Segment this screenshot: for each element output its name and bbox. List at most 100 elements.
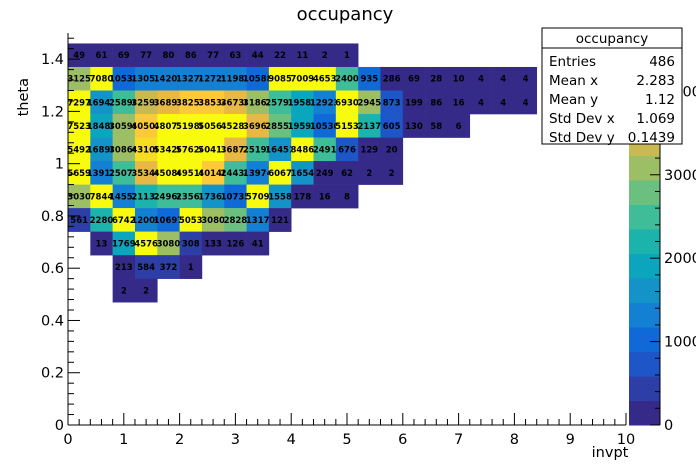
heatmap-cell <box>201 184 225 209</box>
heatmap-cell <box>90 90 113 115</box>
heatmap-cell <box>157 208 180 232</box>
cell-label: 11988 <box>221 75 251 85</box>
heatmap-cell <box>246 114 270 138</box>
heatmap-cell <box>246 137 270 162</box>
heatmap-cell <box>134 184 158 209</box>
palette-tick-label: 3000 <box>664 168 696 184</box>
cell-label: 12000 <box>131 216 161 226</box>
heatmap-cell <box>402 66 426 91</box>
heatmap-cell <box>157 255 180 279</box>
heatmap-cell <box>335 114 359 138</box>
heatmap-cell <box>291 114 314 138</box>
cell-label: 12923 <box>310 98 340 108</box>
cell-label: 3030 <box>67 192 91 202</box>
cell-label: 41 <box>252 239 264 249</box>
heatmap-cell <box>224 208 247 232</box>
heatmap-cell <box>134 161 158 185</box>
cell-label: 7844 <box>90 192 114 202</box>
cell-label: 38253 <box>176 98 206 108</box>
heatmap-cell <box>313 137 337 162</box>
heatmap-cell <box>179 90 203 115</box>
y-tick-label: 1 <box>55 157 64 173</box>
cell-label: 3080 <box>201 216 225 226</box>
heatmap-cells: 49 61 69 77 80 86 77 63 44 22 11 2 13125708010538130… <box>67 43 538 303</box>
cell-label: 1 <box>344 51 350 61</box>
heatmap-cell <box>268 208 292 232</box>
cell-label: 19581 <box>288 98 318 108</box>
y-tick-label: 1.4 <box>41 52 64 68</box>
cell-label: 17362 <box>198 192 228 202</box>
cell-label: 40146 <box>198 169 228 179</box>
heatmap-cell <box>157 66 180 91</box>
palette-tick-label: 2000 <box>664 251 696 267</box>
cell-label: 24964 <box>154 192 184 202</box>
cell-label: 11 <box>296 51 308 61</box>
heatmap-cell <box>246 43 270 68</box>
cell-label: 213 <box>115 263 133 273</box>
cell-label: 45283 <box>221 122 251 132</box>
stats-row-label: Mean y <box>549 92 598 108</box>
heatmap-cell <box>268 161 292 185</box>
heatmap-cell <box>313 114 337 138</box>
cell-label: 4 <box>478 98 484 108</box>
heatmap-cell <box>358 137 381 162</box>
heatmap-cell <box>134 231 158 256</box>
heatmap-cell <box>313 161 337 185</box>
heatmap-cell <box>201 66 225 91</box>
cell-label: 35344 <box>131 169 161 179</box>
cell-label: 4576 <box>134 239 158 249</box>
heatmap-cell <box>134 255 158 279</box>
cell-label: 16 <box>453 98 465 108</box>
cell-label: 16898 <box>87 145 117 155</box>
stats-row-value: 0.1439 <box>628 130 675 146</box>
heatmap-cell <box>335 43 359 68</box>
cell-label: 5492 <box>67 145 91 155</box>
palette-swatch <box>629 278 660 303</box>
cell-label: 80 <box>163 51 175 61</box>
heatmap-cell <box>358 66 381 91</box>
heatmap-cell <box>380 161 404 185</box>
stats-row-value: 2.283 <box>636 73 675 89</box>
heatmap-cell <box>224 184 247 209</box>
cell-label: 16947 <box>87 98 117 108</box>
axes: 0 1 2 3 4 5 6 7 8 9 10 0 0.2 0.4 0.6 0.8 1 1.2 1.4 <box>41 33 635 448</box>
heatmap-cell <box>179 114 203 138</box>
heatmap-cell <box>112 137 136 162</box>
stats-row-value: 486 <box>649 54 675 70</box>
heatmap-cell <box>358 90 381 115</box>
cell-label: 7297 <box>67 98 91 108</box>
cell-label: 10 <box>453 75 465 85</box>
heatmap-cell <box>157 43 180 68</box>
cell-label: 14207 <box>154 75 184 85</box>
cell-label: 1558 <box>268 192 292 202</box>
heatmap-cell <box>313 43 337 68</box>
cell-label: 133 <box>204 239 222 249</box>
cell-label: 32592 <box>131 98 161 108</box>
cell-label: 121 <box>271 216 289 226</box>
heatmap-cell <box>157 114 180 138</box>
heatmap-cell <box>201 90 225 115</box>
stats-row-label: Std Dev x <box>549 111 615 127</box>
cell-label: 4 <box>523 75 529 85</box>
cell-label: 18486 <box>87 122 117 132</box>
heatmap-cell <box>157 90 180 115</box>
cell-label: 40502 <box>131 122 161 132</box>
heatmap-cell <box>268 184 292 209</box>
heatmap-cell <box>179 208 203 232</box>
cell-label: 286 <box>383 75 401 85</box>
palette-swatch <box>629 376 660 401</box>
cell-label: 19593 <box>288 122 318 132</box>
cell-label: 36877 <box>221 145 251 155</box>
palette-swatch <box>629 351 660 377</box>
cell-label: 605 <box>383 122 401 132</box>
heatmap-cell <box>224 43 247 68</box>
heatmap-cell <box>68 161 91 185</box>
x-tick-label: 1 <box>119 432 128 448</box>
heatmap-cell <box>268 137 292 162</box>
cell-label: 24434 <box>221 169 251 179</box>
heatmap-cell <box>514 90 538 115</box>
heatmap-cell <box>358 161 381 185</box>
cell-label: 77 <box>140 51 152 61</box>
heatmap-cell <box>313 66 337 91</box>
x-tick-label: 0 <box>63 432 72 448</box>
